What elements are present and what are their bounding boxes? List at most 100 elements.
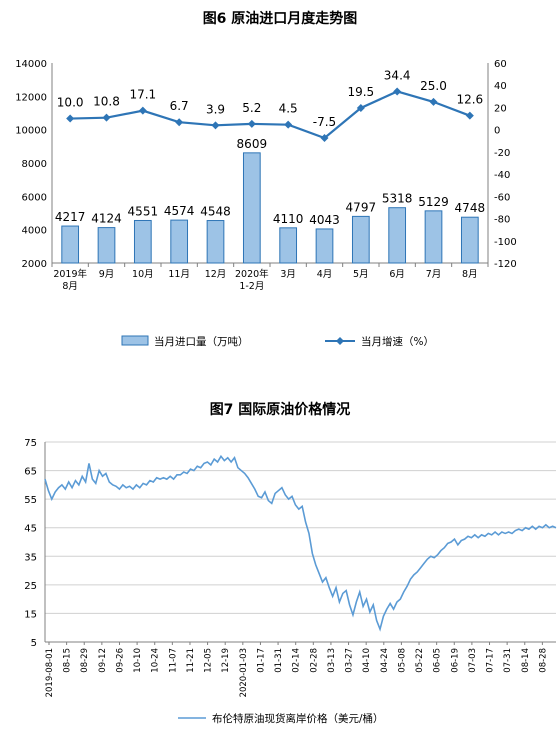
chart1-line-label: 17.1 <box>129 88 156 102</box>
chart1-legend-bar-label: 当月进口量（万吨） <box>154 335 249 348</box>
chart1-left-tick: 10000 <box>15 126 47 137</box>
chart1-line-label: 10.8 <box>93 95 120 109</box>
chart1-category-label: 11月 <box>168 269 190 280</box>
chart1-right-tick: -120 <box>494 259 517 270</box>
chart2-x-tick-label: 2019-08-01 <box>45 648 55 697</box>
chart1-category-label: 3月 <box>280 269 296 280</box>
chart1-left-tick: 2000 <box>22 259 47 270</box>
chart2-plot: 5 15 25 35 45 55 65 75 2019-08-01 08-15 08-29 09-12… <box>24 438 557 725</box>
chart2-x-tick-label: 11-07 <box>168 648 178 673</box>
chart1-category-label: 8月 <box>462 269 478 280</box>
chart1-line-label: 34.4 <box>384 68 411 82</box>
chart2-y-tick: 75 <box>24 438 37 449</box>
chart1-line-label: 10.0 <box>57 96 84 110</box>
chart1-right-tick: -100 <box>494 237 517 248</box>
chart2-x-tick-label: 08-28 <box>538 648 548 673</box>
chart2-x-tick-label: 07-17 <box>486 648 496 673</box>
chart1-line-marker <box>320 134 329 142</box>
chart1-category-label: 10月 <box>132 269 154 280</box>
chart1-line-label: 5.2 <box>242 101 261 115</box>
chart1-bar <box>170 219 189 264</box>
chart1-line-marker <box>175 118 184 127</box>
chart1-line-marker <box>102 113 111 122</box>
chart2-x-tick-label: 05-08 <box>397 648 407 673</box>
chart2-x-tick-label: 10-24 <box>151 648 161 673</box>
chart1-bar-label: 5318 <box>382 192 413 206</box>
chart1-line-label: 4.5 <box>279 102 298 116</box>
chart2-x-tick-label: 08-15 <box>63 648 73 673</box>
chart1-bar-label: 4217 <box>55 210 86 224</box>
chart1-right-tick: -60 <box>494 192 510 203</box>
chart1-left-tick: 4000 <box>22 226 47 237</box>
chart1-bar <box>460 216 479 264</box>
chart1-bar-label: 8609 <box>237 137 268 151</box>
chart1-line-marker <box>66 114 75 123</box>
chart2-x-tick-label: 11-21 <box>186 648 196 673</box>
chart1-bar <box>388 207 407 264</box>
chart2-x-tick-label: 03-13 <box>327 648 337 673</box>
chart1-bar <box>351 215 370 264</box>
chart1-right-tick: -20 <box>494 148 510 159</box>
chart1-growth-line <box>70 90 471 140</box>
chart1-bar-label: 4110 <box>273 212 304 226</box>
chart2-x-tick-label: 07-31 <box>503 648 513 673</box>
chart1-category-label: 2020年 1-2月 <box>235 268 269 292</box>
chart1-bar-label: 4551 <box>128 204 159 218</box>
chart2-y-tick: 55 <box>24 495 37 506</box>
chart2-x-tick-label: 06-05 <box>433 648 443 673</box>
chart2-x-tick-label: 08-29 <box>80 648 90 673</box>
chart1-category-label: 5月 <box>353 269 369 280</box>
chart1-bar <box>206 220 225 264</box>
chart2-title: 图7 国际原油价格情况 <box>209 402 351 418</box>
chart2-x-tick-label: 02-14 <box>292 648 302 673</box>
chart1-line-label: 25.0 <box>420 79 447 93</box>
chart1-category-label: 12月 <box>205 269 227 280</box>
chart2-x-tick-label: 09-12 <box>98 648 108 673</box>
chart1-right-tick: 20 <box>494 103 507 114</box>
chart1-left-tick: 12000 <box>15 92 47 103</box>
chart1-right-tick: -40 <box>494 170 510 181</box>
chart1-right-tick: 60 <box>494 59 507 70</box>
chart1-bar-label: 4797 <box>346 200 377 214</box>
chart1-category-label: 4月 <box>317 269 333 280</box>
chart1-bar-label: 4124 <box>91 212 122 226</box>
chart1-line-marker <box>138 106 147 115</box>
chart1-legend-bar-swatch <box>121 335 149 346</box>
chart2-x-tick-label: 05-22 <box>415 648 425 673</box>
chart1-category-label: 9月 <box>99 269 115 280</box>
chart2-legend-label: 布伦特原油现货离岸价格（美元/桶） <box>212 712 384 725</box>
chart2-x-tick-label: 2020-01-03 <box>239 648 249 697</box>
chart1-right-tick: 0 <box>494 126 500 137</box>
chart2-x-tick-label: 08-14 <box>521 648 531 673</box>
chart1-left-tick: 8000 <box>22 159 47 170</box>
chart1-legend-line-marker <box>336 337 344 345</box>
chart2-x-tick-label: 06-19 <box>450 648 460 673</box>
chart2-x-tick-label: 04-10 <box>362 648 372 673</box>
chart1-bar-label: 4548 <box>200 205 231 219</box>
chart2-x-tick-label: 12-05 <box>204 648 214 673</box>
chart1-line-marker <box>356 104 365 112</box>
chart1-left-tick: 14000 <box>15 59 47 70</box>
chart2-x-tick-label: 01-31 <box>274 648 284 673</box>
chart2-y-tick: 15 <box>24 609 37 620</box>
chart2-x-tick-label: 12-19 <box>221 648 231 673</box>
chart1-right-tick: -80 <box>494 215 510 226</box>
chart1-plot: 2000 4000 6000 8000 10000 12000 14000 -120 -100 -… <box>15 59 517 348</box>
chart2-y-tick: 5 <box>31 638 37 649</box>
chart2-x-tick-label: 03-27 <box>345 648 355 673</box>
chart2-x-tick-label: 10-10 <box>133 648 143 673</box>
chart2-brent-line <box>44 454 557 632</box>
chart1-bar <box>97 227 116 264</box>
chart1-bar-label: 4748 <box>455 201 486 215</box>
chart2-y-tick: 35 <box>24 552 37 563</box>
chart2-y-tick: 25 <box>24 581 37 592</box>
chart1-category-label: 7月 <box>426 269 442 280</box>
chart1-bar <box>315 228 334 264</box>
chart1-bar-label: 5129 <box>418 195 449 209</box>
chart2-x-tick-label: 02-28 <box>309 648 319 673</box>
chart2-x-tick-label: 07-03 <box>468 648 478 673</box>
chart1-right-tick: 40 <box>494 81 507 92</box>
chart1-line-marker <box>393 87 402 96</box>
chart1-bar <box>424 210 443 264</box>
chart1-bar <box>242 152 261 264</box>
